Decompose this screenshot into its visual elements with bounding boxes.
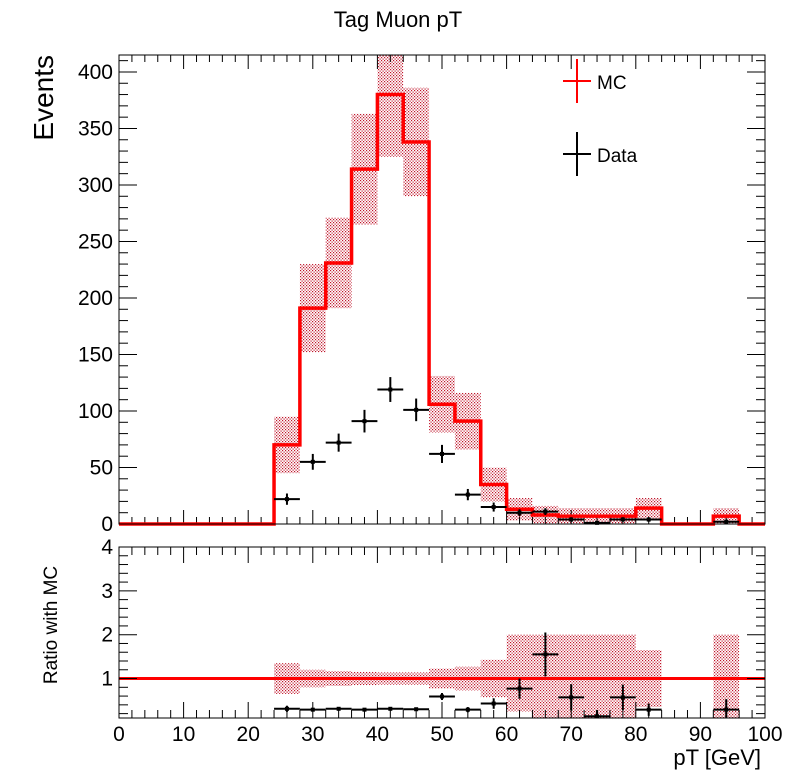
ratio-point: [377, 706, 404, 711]
mc-uncertainty-band: [274, 55, 740, 524]
ratio-point: [403, 707, 430, 712]
chart-title: Tag Muon pT: [334, 7, 462, 32]
y-tick-label: 250: [78, 230, 113, 253]
x-tick-label: 20: [237, 723, 260, 746]
legend: MC Data: [563, 59, 638, 176]
ratio-plot-panel: 1 2 3 4 0 10 20 30 40 50 60 70 80 90 100 Ratio with M…: [41, 536, 783, 770]
ratio-point: [635, 703, 662, 716]
upper-frame: [118, 54, 766, 525]
data-points: [274, 377, 740, 525]
ratio-point: [299, 707, 326, 712]
x-tick-label: 60: [495, 723, 518, 746]
data-point: [609, 517, 636, 522]
y-tick-label: 50: [90, 456, 113, 479]
ratio-point: [713, 699, 740, 718]
ratio-point: [532, 632, 559, 677]
ratio-point: [325, 706, 352, 711]
upper-y-axis-ticks: [119, 60, 765, 525]
upper-y-tick-labels: 0 50 100 150 200 250 300 350 400: [78, 61, 113, 536]
x-tick-label: 90: [689, 723, 712, 746]
data-point: [558, 517, 585, 522]
data-point: [480, 502, 507, 512]
x-tick-labels: 0 10 20 30 40 50 60 70 80 90 100: [113, 723, 782, 746]
x-axis-title: pT [GeV]: [673, 745, 761, 770]
ratio-point: [506, 678, 533, 699]
y-tick-label: 150: [78, 343, 113, 366]
x-tick-label: 0: [113, 723, 125, 746]
ratio-point: [609, 684, 636, 711]
y-tick-label: 300: [78, 174, 113, 197]
data-point: [713, 519, 740, 524]
main-plot-panel: Events 0 50 100 150 200 250 300 350 400 MC Data: [28, 54, 766, 536]
ratio-point: [558, 684, 585, 711]
y-tick-label: 0: [101, 513, 113, 536]
legend-data-label: Data: [597, 146, 638, 167]
x-tick-label: 40: [366, 723, 389, 746]
x-tick-label: 70: [560, 723, 583, 746]
lower-y-tick-labels: 1 2 3 4: [101, 536, 113, 691]
y-axis-title: Events: [28, 55, 59, 141]
ratio-point: [584, 710, 610, 719]
ratio-band-bin: [506, 634, 533, 712]
ratio-y-tick-label: 4: [101, 536, 113, 559]
data-point: [429, 444, 455, 463]
data-point: [351, 409, 378, 433]
ratio-point: [429, 693, 455, 701]
ratio-y-tick-label: 1: [101, 668, 113, 691]
y-tick-label: 400: [78, 61, 113, 84]
y-tick-label: 350: [78, 117, 113, 140]
data-point: [274, 493, 300, 505]
data-point: [403, 398, 430, 422]
y-tick-label: 200: [78, 287, 113, 310]
ratio-y-axis-title: Ratio with MC: [41, 566, 62, 684]
ratio-y-tick-label: 2: [101, 624, 113, 647]
ratio-y-tick-label: 3: [101, 580, 113, 603]
lower-x-axis-ticks: [118, 547, 766, 718]
ratio-point: [480, 698, 507, 709]
mc-histogram-line: [119, 92, 765, 526]
lower-frame: [118, 546, 766, 719]
legend-data-marker: [563, 132, 591, 176]
data-point: [635, 517, 662, 522]
y-tick-label: 100: [78, 400, 113, 423]
x-tick-label: 50: [430, 723, 453, 746]
ratio-band-bin: [584, 634, 610, 718]
data-point: [532, 508, 559, 515]
legend-mc-label: MC: [597, 73, 627, 94]
mc-band-bin: [377, 55, 404, 157]
data-point: [506, 509, 533, 517]
data-point: [325, 433, 352, 452]
ratio-point: [351, 707, 378, 712]
data-point: [377, 377, 404, 402]
x-tick-label: 100: [747, 723, 782, 746]
data-point: [299, 453, 326, 470]
x-tick-label: 10: [172, 723, 195, 746]
legend-mc-marker: [563, 59, 591, 103]
data-point: [454, 488, 481, 501]
ratio-points: [274, 632, 740, 719]
ratio-point: [274, 705, 300, 712]
x-tick-label: 80: [624, 723, 647, 746]
ratio-point: [454, 707, 481, 713]
x-tick-label: 30: [301, 723, 324, 746]
